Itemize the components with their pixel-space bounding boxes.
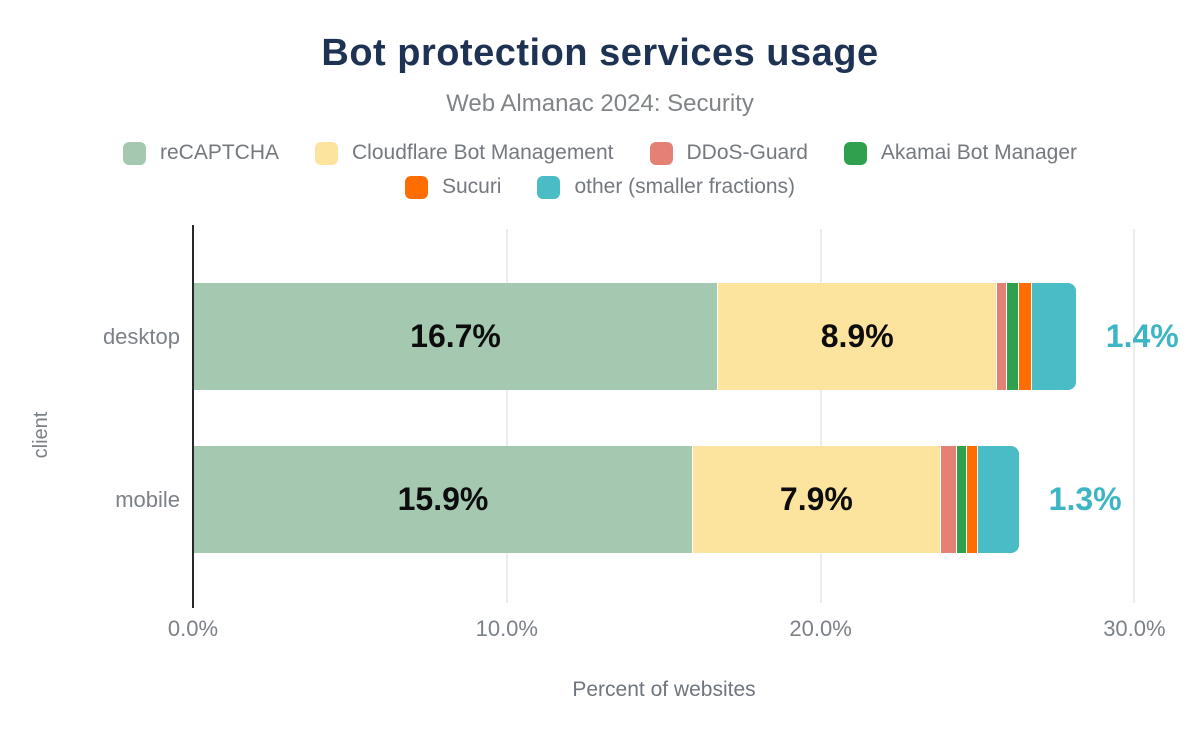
bar-total-label: 1.4%: [1105, 318, 1179, 354]
gridline: [1133, 229, 1136, 603]
category-label-desktop: desktop: [102, 323, 180, 349]
x-tick-label: 20.0%: [789, 616, 852, 641]
bar-value-label: 15.9%: [397, 481, 489, 517]
legend-row: reCAPTCHA Cloudflare Bot Management DDoS-G…: [122, 141, 1078, 165]
legend-swatch-akamai-bot-manager-icon: [843, 141, 867, 165]
legend: reCAPTCHA Cloudflare Bot Management DDoS-G…: [0, 141, 1200, 199]
legend-label: Sucuri: [441, 175, 502, 198]
segment-ddos-guard[interactable]: [940, 446, 957, 553]
category-label-mobile: mobile: [115, 486, 180, 512]
legend-swatch-ddos-guard-icon: [649, 141, 673, 165]
gridline: [819, 229, 822, 603]
legend-label: other (smaller fractions): [574, 175, 796, 198]
segment-akamai-bot-manager[interactable]: [956, 446, 968, 553]
bar-value-label: 8.9%: [820, 318, 894, 354]
legend-label: reCAPTCHA: [159, 141, 280, 164]
segment-sucuri[interactable]: [1019, 283, 1032, 390]
segment-recaptcha[interactable]: 15.9%: [194, 446, 693, 553]
legend-item-ddos-guard[interactable]: DDoS-Guard: [649, 141, 808, 165]
bar-value-label: 16.7%: [410, 318, 501, 354]
legend-label: DDoS-Guard: [686, 141, 808, 164]
segment-ddos-guard[interactable]: [997, 283, 1007, 390]
legend-swatch-recaptcha-icon: [122, 141, 146, 165]
x-tick-label: 30.0%: [1103, 616, 1166, 641]
segment-other-smaller-fractions[interactable]: [1031, 283, 1076, 390]
legend-item-akamai-bot-manager[interactable]: Akamai Bot Manager: [843, 141, 1078, 165]
segment-cloudflare-bot-management[interactable]: 8.9%: [718, 283, 998, 390]
segment-other-smaller-fractions[interactable]: [977, 446, 1019, 553]
segment-recaptcha[interactable]: 16.7%: [194, 283, 719, 390]
legend-label: Cloudflare Bot Management: [352, 141, 614, 164]
segment-sucuri[interactable]: [967, 446, 978, 553]
legend-item-cloudflare-bot-management[interactable]: Cloudflare Bot Management: [315, 141, 614, 165]
legend-item-other-smaller-fractions[interactable]: other (smaller fractions): [537, 175, 795, 199]
legend-item-recaptcha[interactable]: reCAPTCHA: [122, 141, 280, 165]
x-axis-title: Percent of websites: [572, 678, 756, 701]
x-tick-label: 0.0%: [167, 616, 219, 641]
legend-row: Sucuri other (smaller fractions): [404, 175, 795, 199]
chart-title: Bot protection services usage: [321, 32, 879, 74]
segment-akamai-bot-manager[interactable]: [1006, 283, 1020, 390]
legend-item-sucuri[interactable]: Sucuri: [404, 175, 502, 199]
bar-desktop: 16.7% 8.9%: [194, 283, 1076, 390]
bar-mobile: 15.9% 7.9%: [194, 446, 1019, 553]
bar-value-label: 7.9%: [779, 481, 853, 517]
gridline: [505, 229, 508, 603]
legend-swatch-cloudflare-bot-management-icon: [315, 141, 339, 165]
x-tick-label: 10.0%: [475, 616, 538, 641]
legend-label: Akamai Bot Manager: [880, 141, 1078, 164]
legend-swatch-other-smaller-fractions-icon: [537, 175, 561, 199]
y-axis-title: client: [30, 411, 52, 459]
bar-total-label: 1.3%: [1048, 481, 1122, 517]
segment-cloudflare-bot-management[interactable]: 7.9%: [692, 446, 941, 553]
chart-subtitle: Web Almanac 2024: Security: [446, 90, 754, 117]
y-axis-line: [192, 225, 194, 608]
legend-swatch-sucuri-icon: [404, 175, 428, 199]
